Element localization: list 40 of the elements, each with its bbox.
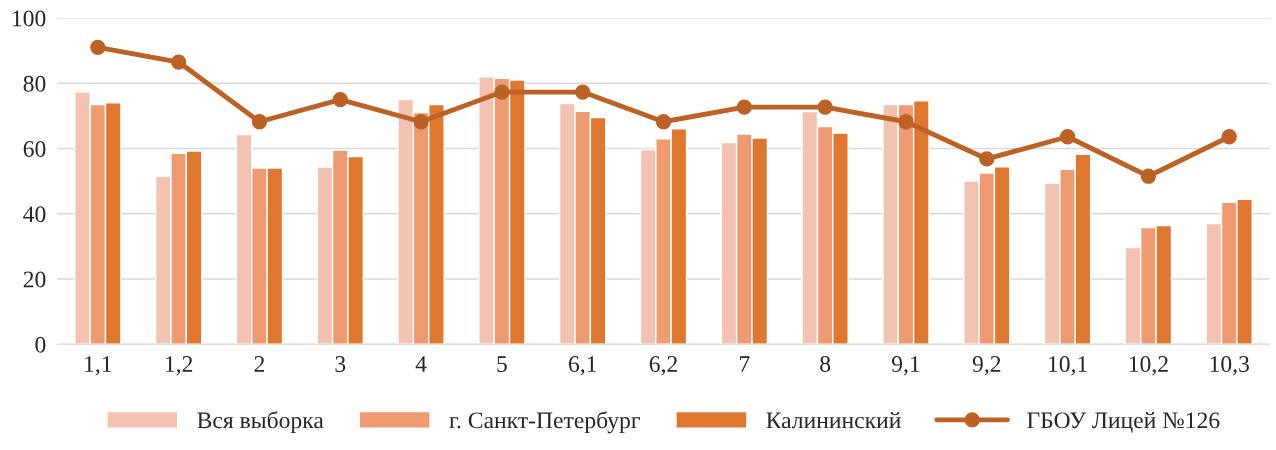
x-tick-label: 2: [254, 356, 265, 372]
y-tick-label: 60: [23, 140, 46, 157]
x-tick-label: 6,2: [649, 356, 677, 376]
x-tick-label: 10,3: [1210, 356, 1249, 376]
point: [1221, 129, 1237, 145]
y-tick-label: 100: [12, 10, 46, 27]
y-tick-label: 40: [23, 206, 46, 223]
point: [332, 91, 348, 108]
legend-label: ГБОУ Лицей №126: [1027, 411, 1220, 433]
point: [817, 99, 833, 115]
y-tick-label: 0: [35, 336, 46, 353]
x-tick-label: 9,2: [972, 356, 1001, 376]
point: [655, 114, 672, 130]
x-tick-label: 10,2: [1129, 356, 1168, 376]
point: [979, 151, 995, 167]
x-tick-label: 10,1: [1049, 356, 1087, 376]
point: [1140, 168, 1157, 184]
x-tick-label: 3: [335, 356, 346, 372]
x-tick-label: 1,2: [165, 356, 193, 376]
x-tick-label: 4: [415, 356, 427, 372]
x-tick-label: 6,1: [568, 356, 597, 376]
legend-label: г. Санкт-Петербург: [449, 411, 640, 434]
point: [736, 99, 752, 115]
x-tick-label: 9,1: [891, 356, 920, 376]
x-tick-label: 7: [739, 356, 750, 372]
legend-label: Калининский: [766, 411, 901, 429]
x-tick-label: 1,1: [85, 356, 112, 376]
point: [90, 39, 106, 56]
point: [898, 114, 914, 130]
x-tick-label: 5: [497, 356, 507, 372]
point: [575, 84, 591, 100]
point: [171, 54, 187, 70]
point: [494, 84, 510, 100]
legend-label: Вся выборка: [197, 411, 324, 434]
point: [1059, 129, 1076, 145]
point: [413, 114, 429, 130]
y-tick-label: 20: [23, 271, 46, 288]
point: [251, 114, 268, 130]
y-tick-label: 80: [23, 75, 46, 92]
x-tick-label: 8: [820, 356, 831, 372]
